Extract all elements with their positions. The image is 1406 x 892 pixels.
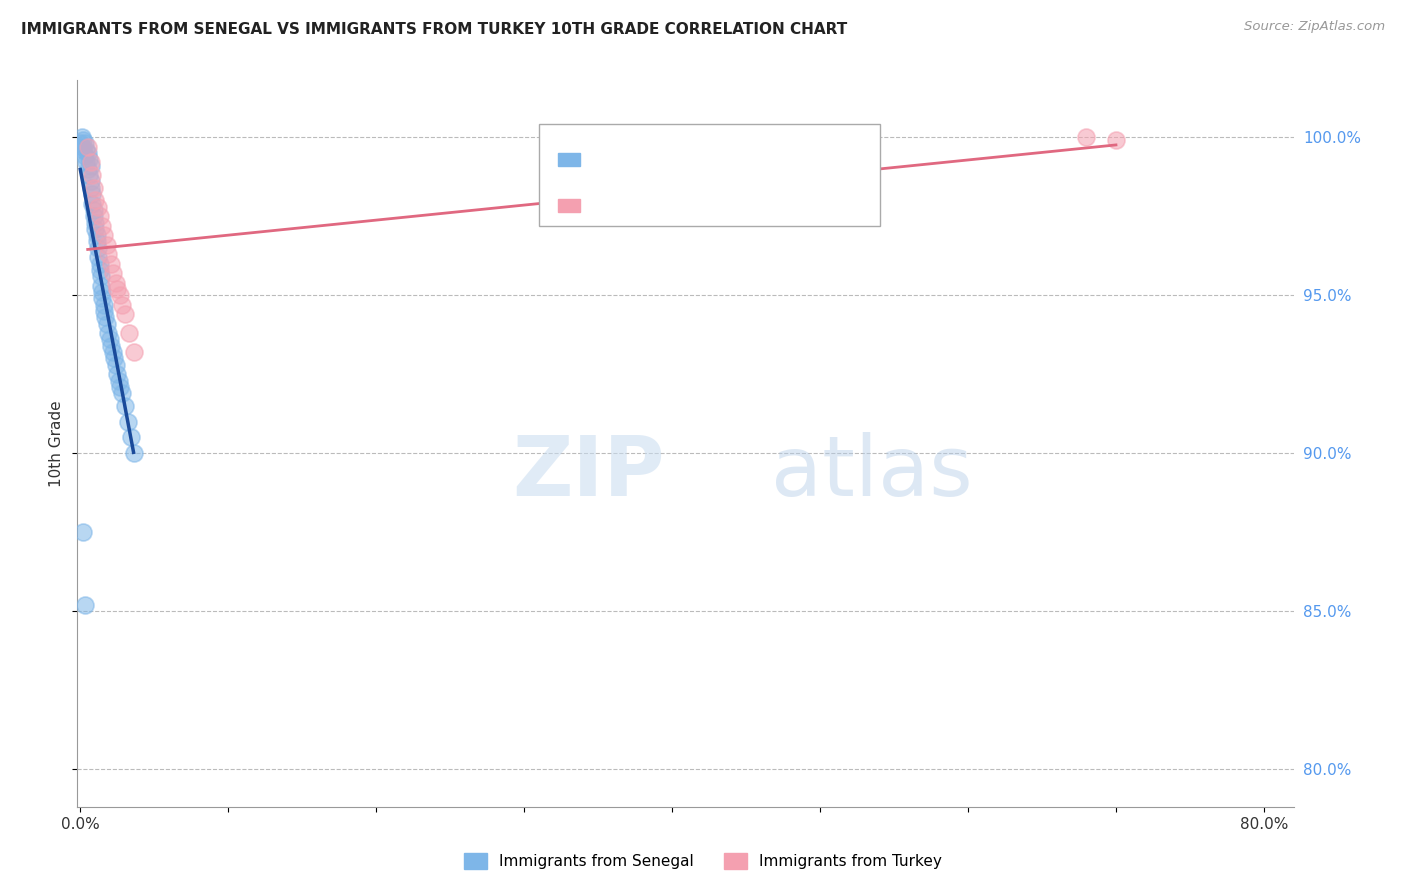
Point: [96, 237, 118, 252]
Point: [114, 307, 136, 321]
Point: [79, 180, 101, 194]
Point: [91, 219, 114, 233]
Point: [101, 345, 124, 359]
Point: [84, 222, 107, 236]
Point: [105, 368, 128, 382]
Point: [89, 257, 111, 271]
Point: [73, 149, 96, 163]
Point: [77, 168, 100, 182]
Text: N =: N =: [734, 152, 770, 167]
Point: [93, 228, 115, 243]
Point: [1076, 130, 1098, 145]
Point: [86, 235, 108, 249]
Point: [111, 298, 134, 312]
Point: [90, 269, 112, 284]
Point: [87, 241, 110, 255]
Point: [86, 228, 108, 243]
Point: [84, 215, 107, 229]
Point: [82, 187, 104, 202]
Point: [100, 257, 122, 271]
Point: [89, 263, 111, 277]
Point: [69, 136, 91, 151]
Point: [104, 276, 127, 290]
Text: ZIP: ZIP: [512, 433, 665, 514]
Text: IMMIGRANTS FROM SENEGAL VS IMMIGRANTS FROM TURKEY 10TH GRADE CORRELATION CHART: IMMIGRANTS FROM SENEGAL VS IMMIGRANTS FR…: [21, 22, 848, 37]
Y-axis label: 10th Grade: 10th Grade: [49, 401, 65, 487]
Point: [122, 345, 145, 359]
Point: [79, 174, 101, 188]
Point: [122, 446, 145, 460]
Point: [94, 310, 117, 325]
Point: [98, 333, 121, 347]
Text: R =: R =: [595, 198, 628, 213]
Text: Source: ZipAtlas.com: Source: ZipAtlas.com: [1244, 20, 1385, 33]
Point: [73, 136, 96, 151]
Point: [110, 288, 132, 302]
Point: [83, 202, 105, 217]
Point: [73, 598, 96, 612]
Point: [87, 200, 110, 214]
Point: [76, 139, 98, 153]
Text: atlas: atlas: [770, 433, 973, 514]
Text: 0.377: 0.377: [652, 152, 703, 167]
Bar: [558, 153, 579, 166]
Point: [79, 159, 101, 173]
Point: [107, 374, 129, 388]
Point: [83, 209, 105, 223]
Point: [70, 130, 93, 145]
Point: [87, 250, 110, 264]
Text: 0.419: 0.419: [652, 198, 703, 213]
Point: [104, 358, 127, 372]
Point: [90, 278, 112, 293]
Point: [93, 298, 115, 312]
Point: [75, 155, 97, 169]
Point: [82, 196, 104, 211]
Text: 22: 22: [789, 198, 811, 213]
Point: [91, 285, 114, 299]
Point: [79, 155, 101, 169]
Point: [72, 133, 94, 147]
Point: [117, 415, 139, 429]
Point: [96, 317, 118, 331]
Point: [70, 139, 93, 153]
Point: [82, 168, 104, 182]
Point: [103, 351, 125, 366]
Point: [83, 180, 105, 194]
Point: [105, 282, 128, 296]
Point: [72, 143, 94, 157]
Point: [97, 326, 120, 340]
Point: [114, 399, 136, 413]
Text: N =: N =: [734, 198, 770, 213]
Point: [76, 161, 98, 176]
Point: [84, 194, 107, 208]
Point: [97, 247, 120, 261]
Point: [111, 386, 134, 401]
Bar: [558, 199, 579, 212]
Point: [101, 266, 124, 280]
Bar: [540, 124, 880, 226]
Point: [72, 525, 94, 540]
Point: [75, 143, 97, 157]
Point: [76, 146, 98, 161]
Text: 52: 52: [789, 152, 811, 167]
Point: [89, 209, 111, 223]
Point: [100, 339, 122, 353]
Point: [118, 326, 141, 340]
Point: [93, 304, 115, 318]
Point: [91, 292, 114, 306]
Point: [110, 380, 132, 394]
Point: [1105, 133, 1128, 147]
Legend: Immigrants from Senegal, Immigrants from Turkey: Immigrants from Senegal, Immigrants from…: [458, 847, 948, 875]
Point: [120, 430, 142, 444]
Text: R =: R =: [595, 152, 628, 167]
Point: [77, 153, 100, 167]
